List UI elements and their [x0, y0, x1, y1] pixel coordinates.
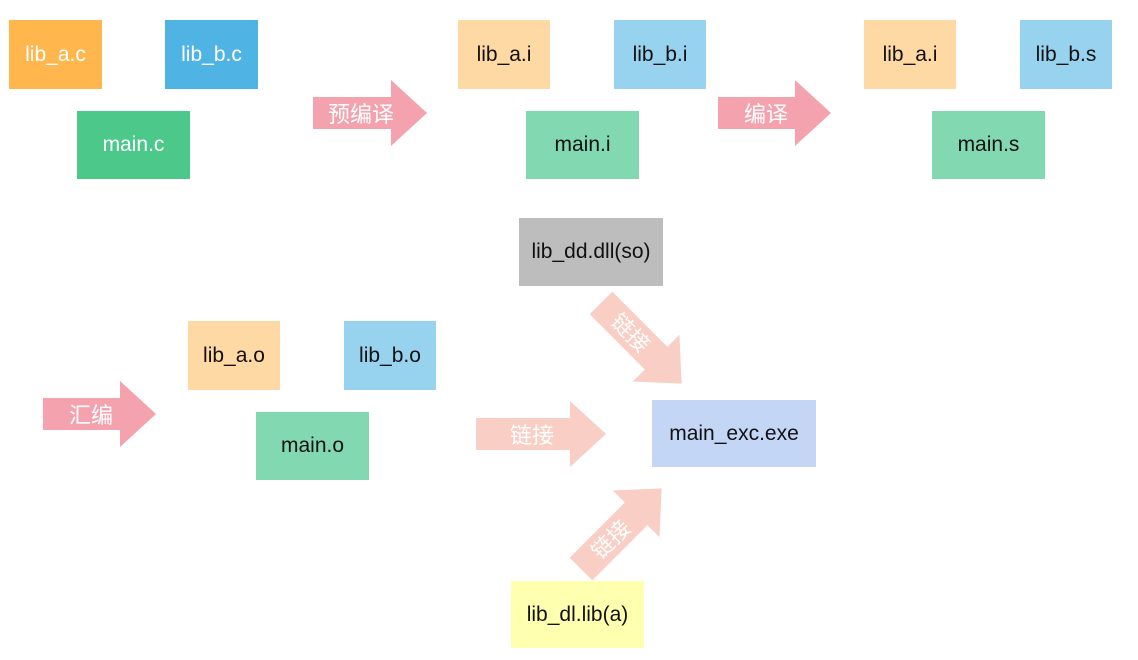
- file-main-i: main.i: [526, 111, 639, 179]
- file-main-o: main.o: [256, 412, 369, 480]
- assemble-label: 汇编: [68, 403, 113, 428]
- compile-label: 编译: [743, 102, 788, 127]
- file-main-c: main.c: [77, 111, 190, 179]
- file-lib-dl-lib: lib_dl.lib(a): [511, 581, 644, 648]
- link-dll-arrow: 链接: [589, 291, 682, 384]
- compile-arrow: [718, 80, 831, 146]
- file-main-exc-exe: main_exc.exe: [652, 400, 816, 467]
- file-lib-a-i-stage3: lib_a.i: [864, 20, 956, 89]
- link-static-arrow: 链接: [569, 488, 662, 581]
- file-lib-a-c: lib_a.c: [9, 20, 102, 89]
- link-objects-label: 链接: [509, 423, 554, 448]
- link-objects-arrow: [476, 401, 606, 467]
- file-lib-a-i: lib_a.i: [458, 20, 550, 89]
- assemble-arrow: [43, 381, 156, 447]
- preprocess-label: 预编译: [327, 102, 394, 127]
- file-lib-a-o: lib_a.o: [188, 321, 280, 390]
- file-main-s: main.s: [932, 111, 1045, 179]
- file-lib-b-s: lib_b.s: [1020, 20, 1112, 89]
- file-lib-b-c: lib_b.c: [165, 20, 258, 89]
- preprocess-arrow: [313, 80, 427, 146]
- file-lib-b-o: lib_b.o: [344, 321, 436, 390]
- file-lib-dd-dll: lib_dd.dll(so): [519, 218, 663, 286]
- file-lib-b-i: lib_b.i: [614, 20, 706, 89]
